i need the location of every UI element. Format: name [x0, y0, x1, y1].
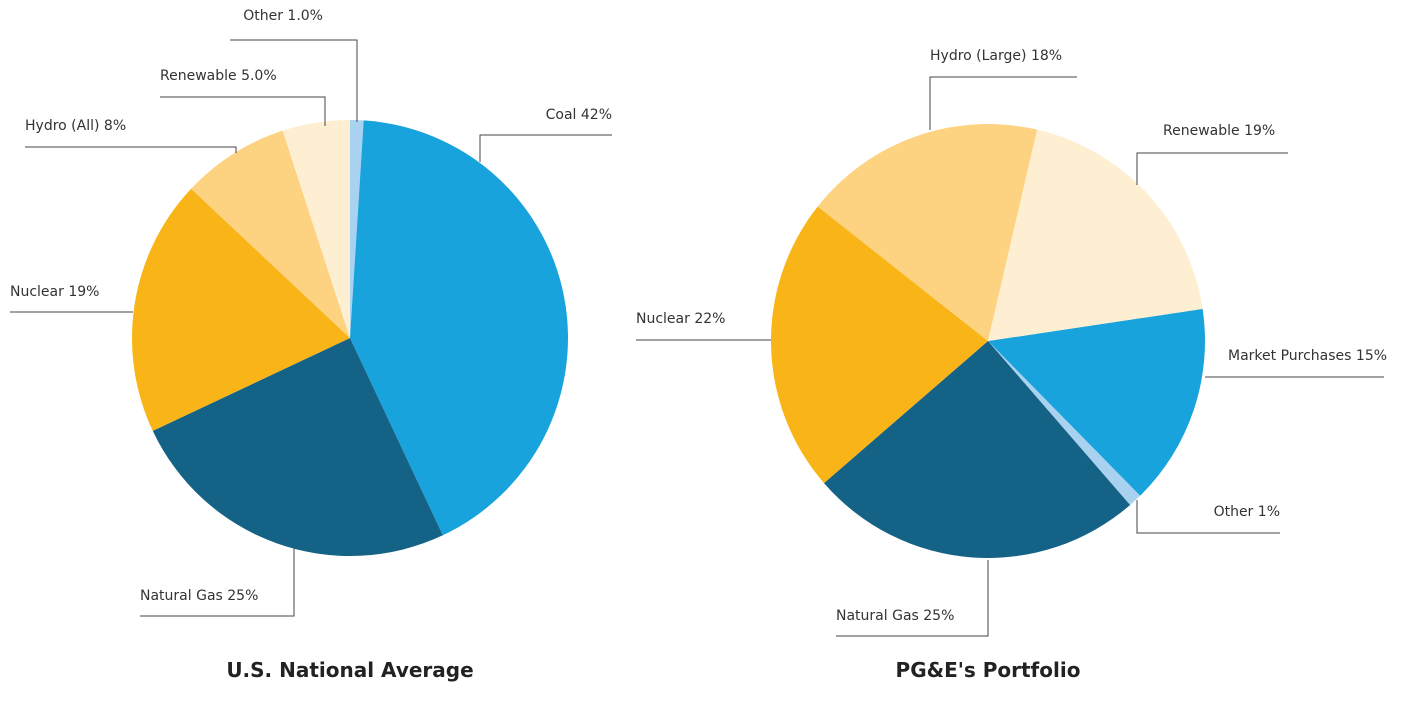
slice-value: 1% [1258, 504, 1280, 520]
pie-slice [282, 120, 350, 338]
leader-line [25, 146, 237, 153]
slice-name: Coal [546, 107, 577, 123]
pie-slice [988, 341, 1141, 506]
slice-name: Renewable [160, 68, 237, 84]
slice-name: Hydro (All) [25, 118, 99, 134]
leader-line [929, 76, 1077, 130]
slice-value: 15% [1356, 348, 1387, 364]
slice-value: 5.0% [241, 68, 277, 84]
slice-name: Other [1214, 504, 1254, 520]
slice-name: Nuclear [10, 284, 64, 300]
leader-line [160, 96, 326, 126]
slice-label: Market Purchases 15% [1228, 348, 1387, 364]
slice-name: Natural Gas [140, 588, 223, 604]
pie-slice [988, 129, 1203, 341]
pie-slice [350, 120, 568, 536]
slice-label: Nuclear 19% [10, 284, 99, 300]
slice-value: 25% [923, 608, 954, 624]
pie-chart: Other 1.0% Coal 42% Natural Gas 25% Nuclear… [10, 8, 612, 682]
chart-title: U.S. National Average [226, 658, 473, 682]
slice-label: Natural Gas 25% [140, 588, 258, 604]
pie-slice [350, 120, 364, 338]
slice-label: Natural Gas 25% [836, 608, 954, 624]
slice-value: 19% [68, 284, 99, 300]
pie-slice [823, 341, 1131, 558]
leader-line [1136, 500, 1280, 534]
slice-value: 18% [1031, 48, 1062, 64]
slice-value: 25% [227, 588, 258, 604]
slice-value: 1.0% [287, 8, 323, 24]
slice-name: Natural Gas [836, 608, 919, 624]
leader-line [1136, 152, 1288, 185]
pie-slice [191, 130, 350, 338]
slice-label: Hydro (All) 8% [25, 118, 126, 134]
slice-name: Other [243, 8, 283, 24]
chart-title: PG&E's Portfolio [896, 658, 1081, 682]
leader-line [140, 548, 295, 617]
slice-label: Other 1% [1214, 504, 1280, 520]
slice-name: Nuclear [636, 311, 690, 327]
leader-line [836, 560, 989, 637]
slice-label: Nuclear 22% [636, 311, 725, 327]
slice-value: 19% [1244, 123, 1275, 139]
slice-value: 22% [694, 311, 725, 327]
slice-name: Renewable [1163, 123, 1240, 139]
pie-slice [132, 188, 350, 431]
slice-label: Renewable 5.0% [160, 68, 277, 84]
slice-label: Hydro (Large) 18% [930, 48, 1062, 64]
slice-label: Coal 42% [546, 107, 612, 123]
pie-slice [152, 338, 443, 556]
slice-name: Hydro (Large) [930, 48, 1026, 64]
leader-line [230, 39, 358, 122]
pie-slice [817, 124, 1038, 342]
pie-chart: Market Purchases 15% Other 1% Natural Gas … [636, 48, 1387, 682]
slice-value: 42% [581, 107, 612, 123]
slice-value: 8% [104, 118, 126, 134]
slice-name: Market Purchases [1228, 348, 1351, 364]
pie-slice [988, 308, 1205, 496]
slice-label: Renewable 19% [1163, 123, 1275, 139]
slice-label: Other 1.0% [243, 8, 323, 24]
leader-line [479, 134, 612, 162]
pie-slice [771, 206, 988, 484]
